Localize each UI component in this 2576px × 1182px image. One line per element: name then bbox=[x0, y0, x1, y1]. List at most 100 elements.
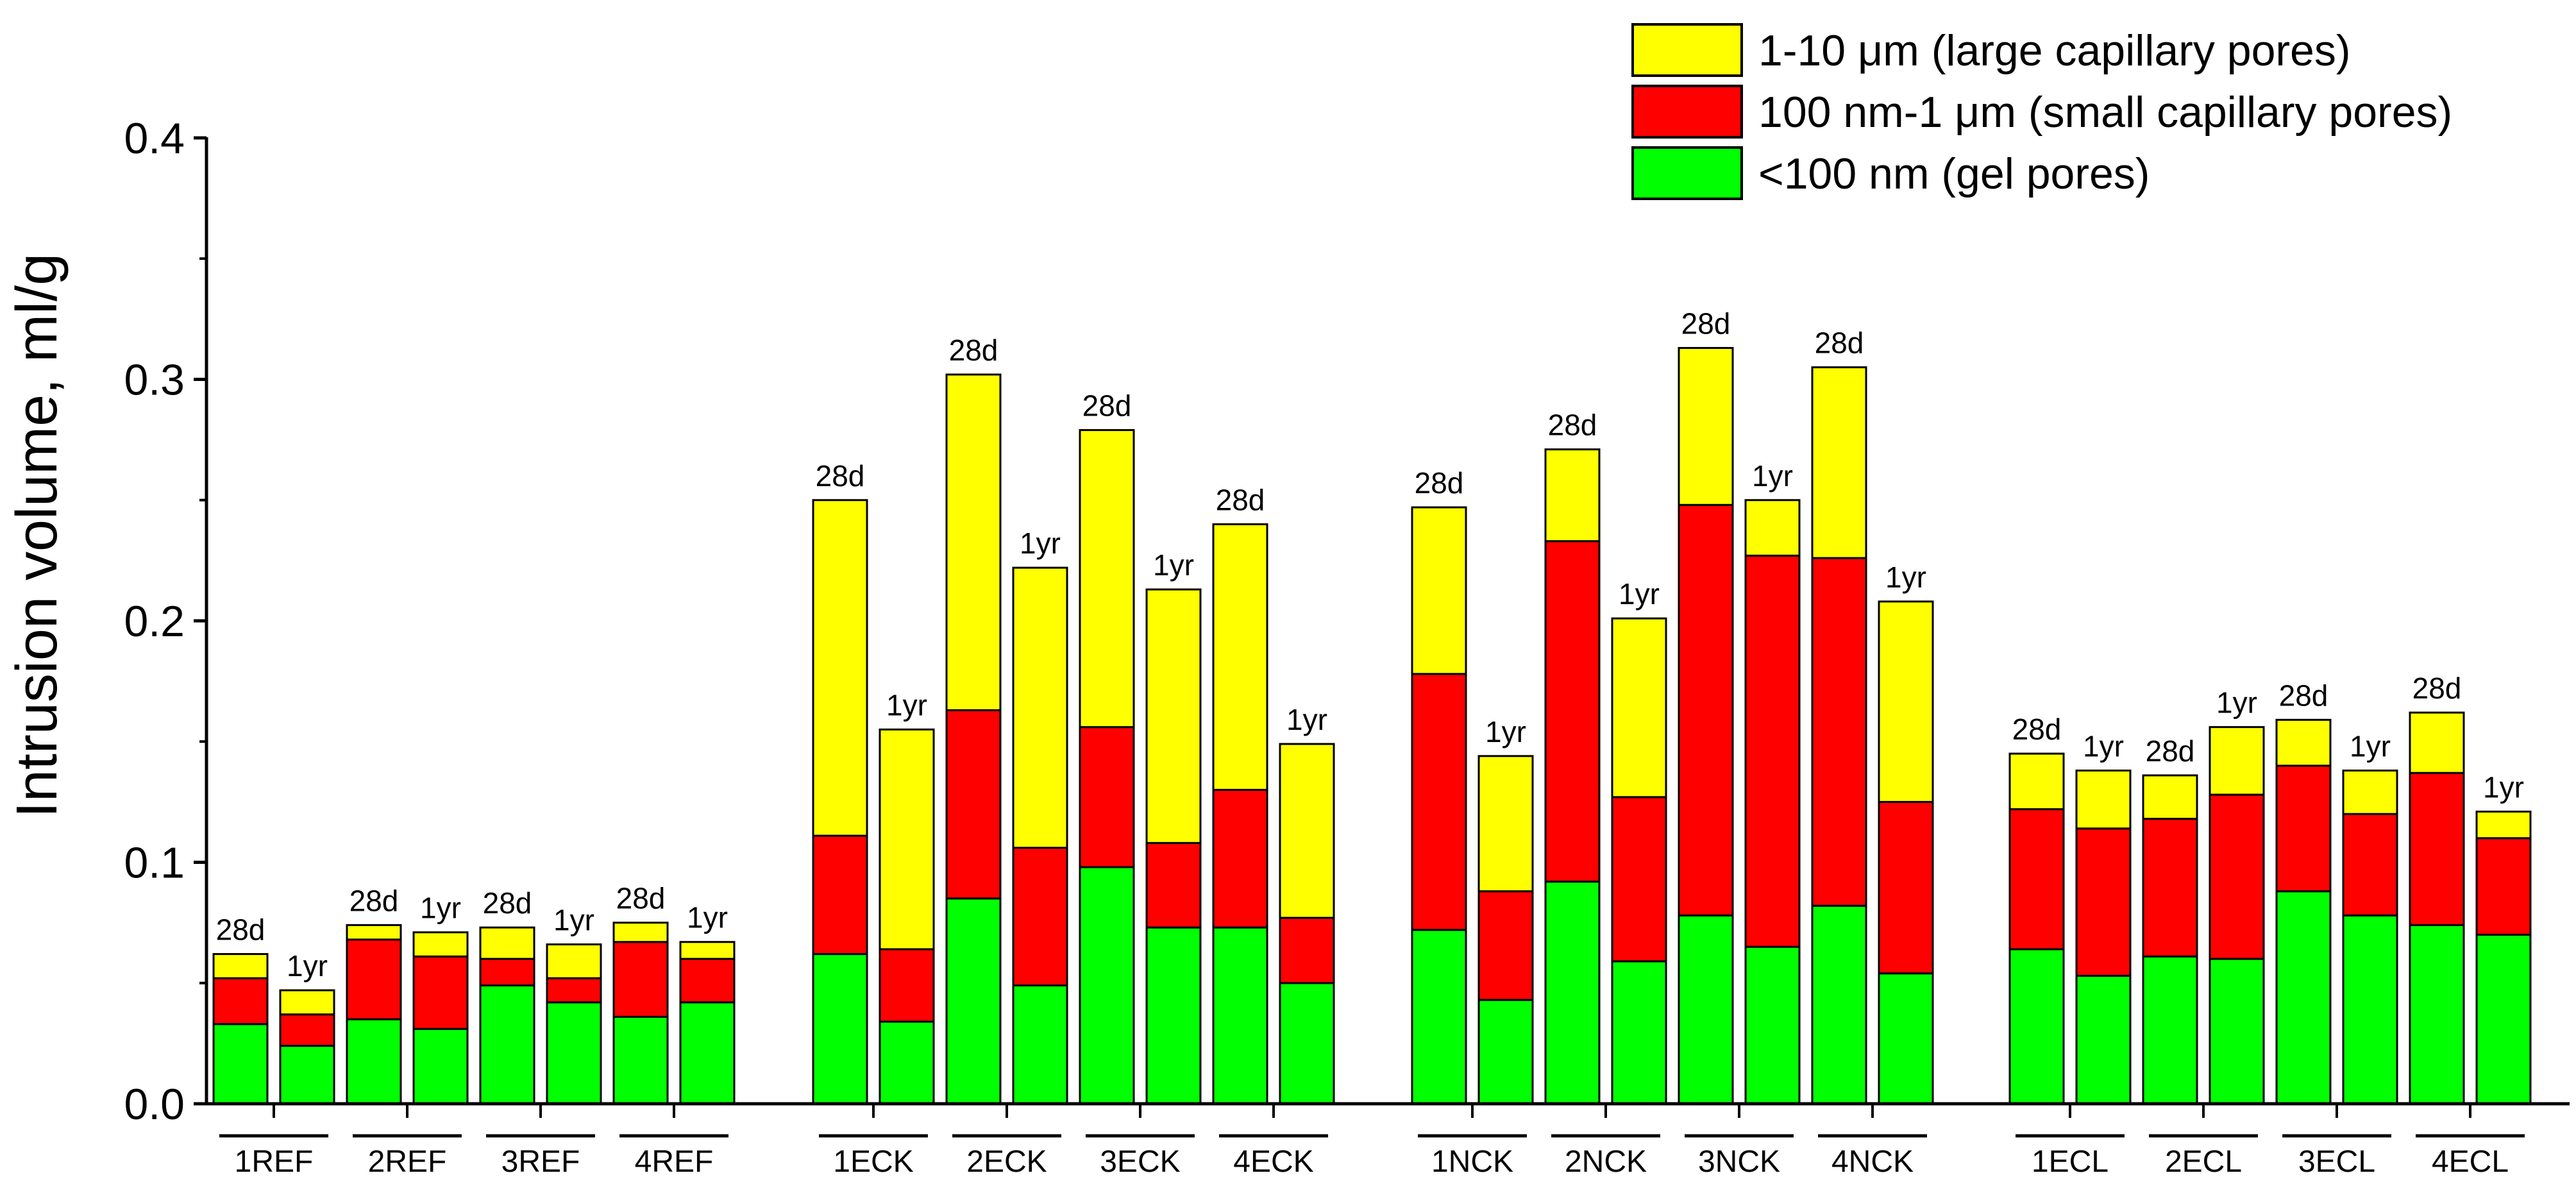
bar-age-label: 1yr bbox=[1020, 527, 1061, 560]
bar-age-label: 1yr bbox=[1286, 703, 1327, 736]
bar-segment-small-2ECL-28d bbox=[2142, 818, 2198, 958]
bar-segment-gel-2NCK-1yr bbox=[1611, 960, 1667, 1105]
bar-segment-large-4ECK-28d bbox=[1212, 523, 1268, 791]
bar-segment-small-4ECL-28d bbox=[2409, 772, 2465, 926]
bar-segment-small-2REF-28d bbox=[346, 938, 402, 1020]
bar-age-label: 1yr bbox=[287, 949, 328, 983]
bar-age-label: 28d bbox=[349, 884, 399, 917]
bar-segment-gel-1NCK-28d bbox=[1411, 929, 1467, 1105]
bar-segment-gel-1NCK-1yr bbox=[1477, 999, 1534, 1105]
group-label-4ECK: 4ECK bbox=[1233, 1145, 1313, 1179]
bar-segment-large-3NCK-28d bbox=[1678, 347, 1734, 506]
bar-age-label: 1yr bbox=[420, 891, 461, 925]
group-label-2REF: 2REF bbox=[368, 1145, 447, 1179]
bar-segment-small-2NCK-28d bbox=[1544, 540, 1601, 883]
bar-segment-small-3REF-1yr bbox=[546, 977, 602, 1004]
bar-segment-small-3ECL-1yr bbox=[2342, 813, 2398, 916]
bar-age-label: 1yr bbox=[2083, 729, 2124, 763]
plot-area: 28d 1yr 28d 1yr 28d 1yr 28d 1yr 28d 1yr 28d 1yr 28d 1… bbox=[212, 307, 2532, 1105]
bar-segment-small-1NCK-28d bbox=[1411, 673, 1467, 931]
bar-segment-small-1ECK-1yr bbox=[879, 948, 935, 1023]
bar-segment-small-2NCK-1yr bbox=[1611, 796, 1667, 963]
bar-segment-small-2REF-1yr bbox=[412, 955, 469, 1030]
bar-segment-gel-3ECK-1yr bbox=[1145, 926, 1202, 1105]
bar-segment-small-4ECK-1yr bbox=[1279, 916, 1335, 984]
bar-segment-gel-3REF-1yr bbox=[546, 1001, 602, 1105]
bar-segment-gel-2ECK-1yr bbox=[1012, 984, 1068, 1105]
bar-segment-large-4ECL-1yr bbox=[2475, 810, 2532, 840]
bar-segment-large-2NCK-1yr bbox=[1611, 617, 1667, 798]
y-tick-label: 0.0 bbox=[124, 1080, 185, 1129]
bar-segment-large-4NCK-28d bbox=[1811, 366, 1867, 559]
bar-segment-gel-1REF-1yr bbox=[279, 1045, 335, 1105]
bar-segment-small-1REF-1yr bbox=[279, 1013, 335, 1047]
bar-segment-gel-2REF-1yr bbox=[412, 1027, 469, 1105]
bar-age-label: 1yr bbox=[2483, 770, 2524, 804]
bar-age-label: 28d bbox=[1815, 326, 1864, 360]
bar-segment-small-2ECK-1yr bbox=[1012, 847, 1068, 987]
x-axis: 1REF 2REF 3REF 4REF 1ECK 2ECK 3ECK 4ECK 1NCK 2NCK… bbox=[205, 1102, 2570, 1179]
bar-segment-large-1ECK-28d bbox=[812, 499, 868, 837]
y-axis: 0.0 0.1 0.2 0.3 0.4 bbox=[124, 114, 208, 1129]
group-label-1ECL: 1ECL bbox=[2032, 1145, 2109, 1179]
bar-segment-small-4ECL-1yr bbox=[2475, 837, 2532, 936]
bar-segment-large-2ECL-28d bbox=[2142, 774, 2198, 820]
bar-segment-small-3REF-28d bbox=[479, 958, 535, 987]
bar-segment-gel-2REF-28d bbox=[346, 1018, 402, 1105]
bar-segment-small-3NCK-28d bbox=[1678, 503, 1734, 916]
bar-age-label: 28d bbox=[1216, 483, 1265, 516]
bar-segment-small-1REF-28d bbox=[212, 977, 269, 1026]
bar-segment-large-1ECL-28d bbox=[2008, 752, 2065, 811]
bar-age-label: 28d bbox=[949, 333, 998, 367]
group-label-2ECL: 2ECL bbox=[2165, 1145, 2242, 1179]
group-label-4ECL: 4ECL bbox=[2432, 1145, 2509, 1179]
bar-segment-large-3REF-1yr bbox=[546, 943, 602, 979]
bar-segment-small-3ECL-28d bbox=[2275, 764, 2332, 893]
bar-age-label: 1yr bbox=[1752, 459, 1793, 493]
bar-segment-large-3ECK-1yr bbox=[1145, 588, 1202, 844]
bar-segment-large-3ECL-1yr bbox=[2342, 769, 2398, 815]
bar-segment-large-1NCK-1yr bbox=[1477, 755, 1534, 893]
bar-segment-gel-1REF-28d bbox=[212, 1023, 269, 1105]
bar-age-label: 28d bbox=[483, 886, 532, 920]
bar-segment-gel-4ECL-28d bbox=[2409, 924, 2465, 1105]
bar-segment-large-1ECK-1yr bbox=[879, 728, 935, 950]
legend: 1-10 μm (large capillary pores) 100 nm-1 … bbox=[1631, 23, 2452, 200]
group-label-3NCK: 3NCK bbox=[1698, 1145, 1780, 1179]
y-tick-label: 0.3 bbox=[124, 356, 185, 405]
bar-age-label: 28d bbox=[216, 913, 265, 947]
legend-swatch-gel bbox=[1631, 146, 1743, 200]
y-tick-label: 0.4 bbox=[124, 114, 185, 163]
bar-segment-small-3NCK-1yr bbox=[1744, 554, 1801, 948]
legend-swatch-small bbox=[1631, 85, 1743, 139]
bar-segment-gel-1ECK-1yr bbox=[879, 1020, 935, 1105]
bar-age-label: 1yr bbox=[1153, 548, 1194, 582]
group-label-2ECK: 2ECK bbox=[966, 1145, 1047, 1179]
bar-segment-large-3ECL-28d bbox=[2275, 718, 2332, 767]
bar-age-label: 28d bbox=[2279, 679, 2328, 712]
bar-age-label: 1yr bbox=[886, 688, 927, 722]
group-label-4NCK: 4NCK bbox=[1831, 1145, 1914, 1179]
bar-segment-small-1ECL-28d bbox=[2008, 808, 2065, 950]
bar-age-label: 28d bbox=[616, 882, 666, 915]
bar-segment-gel-4ECL-1yr bbox=[2475, 933, 2532, 1105]
group-label-1REF: 1REF bbox=[235, 1145, 314, 1179]
bar-age-label: 28d bbox=[2412, 671, 2462, 705]
bar-segment-gel-4ECK-1yr bbox=[1279, 982, 1335, 1105]
bar-segment-small-4NCK-28d bbox=[1811, 557, 1867, 907]
bar-segment-small-1ECL-1yr bbox=[2075, 827, 2132, 977]
bar-segment-small-2ECL-1yr bbox=[2209, 793, 2265, 960]
bar-segment-gel-4REF-28d bbox=[612, 1015, 669, 1105]
bar-segment-gel-1ECK-28d bbox=[812, 953, 868, 1105]
y-axis-title: Intrusion volume, ml/g bbox=[5, 253, 69, 818]
bar-segment-large-1REF-1yr bbox=[279, 989, 335, 1016]
bar-segment-small-4NCK-1yr bbox=[1878, 800, 1934, 975]
bar-age-label: 1yr bbox=[687, 901, 728, 934]
bar-segment-gel-2ECK-28d bbox=[945, 897, 1002, 1105]
group-label-2NCK: 2NCK bbox=[1565, 1145, 1647, 1179]
bar-age-label: 28d bbox=[2146, 734, 2195, 768]
bar-age-label: 1yr bbox=[2216, 686, 2257, 720]
bar-age-label: 28d bbox=[2012, 713, 2062, 746]
bar-segment-gel-3ECL-1yr bbox=[2342, 914, 2398, 1105]
bar-segment-gel-1ECL-1yr bbox=[2075, 974, 2132, 1105]
